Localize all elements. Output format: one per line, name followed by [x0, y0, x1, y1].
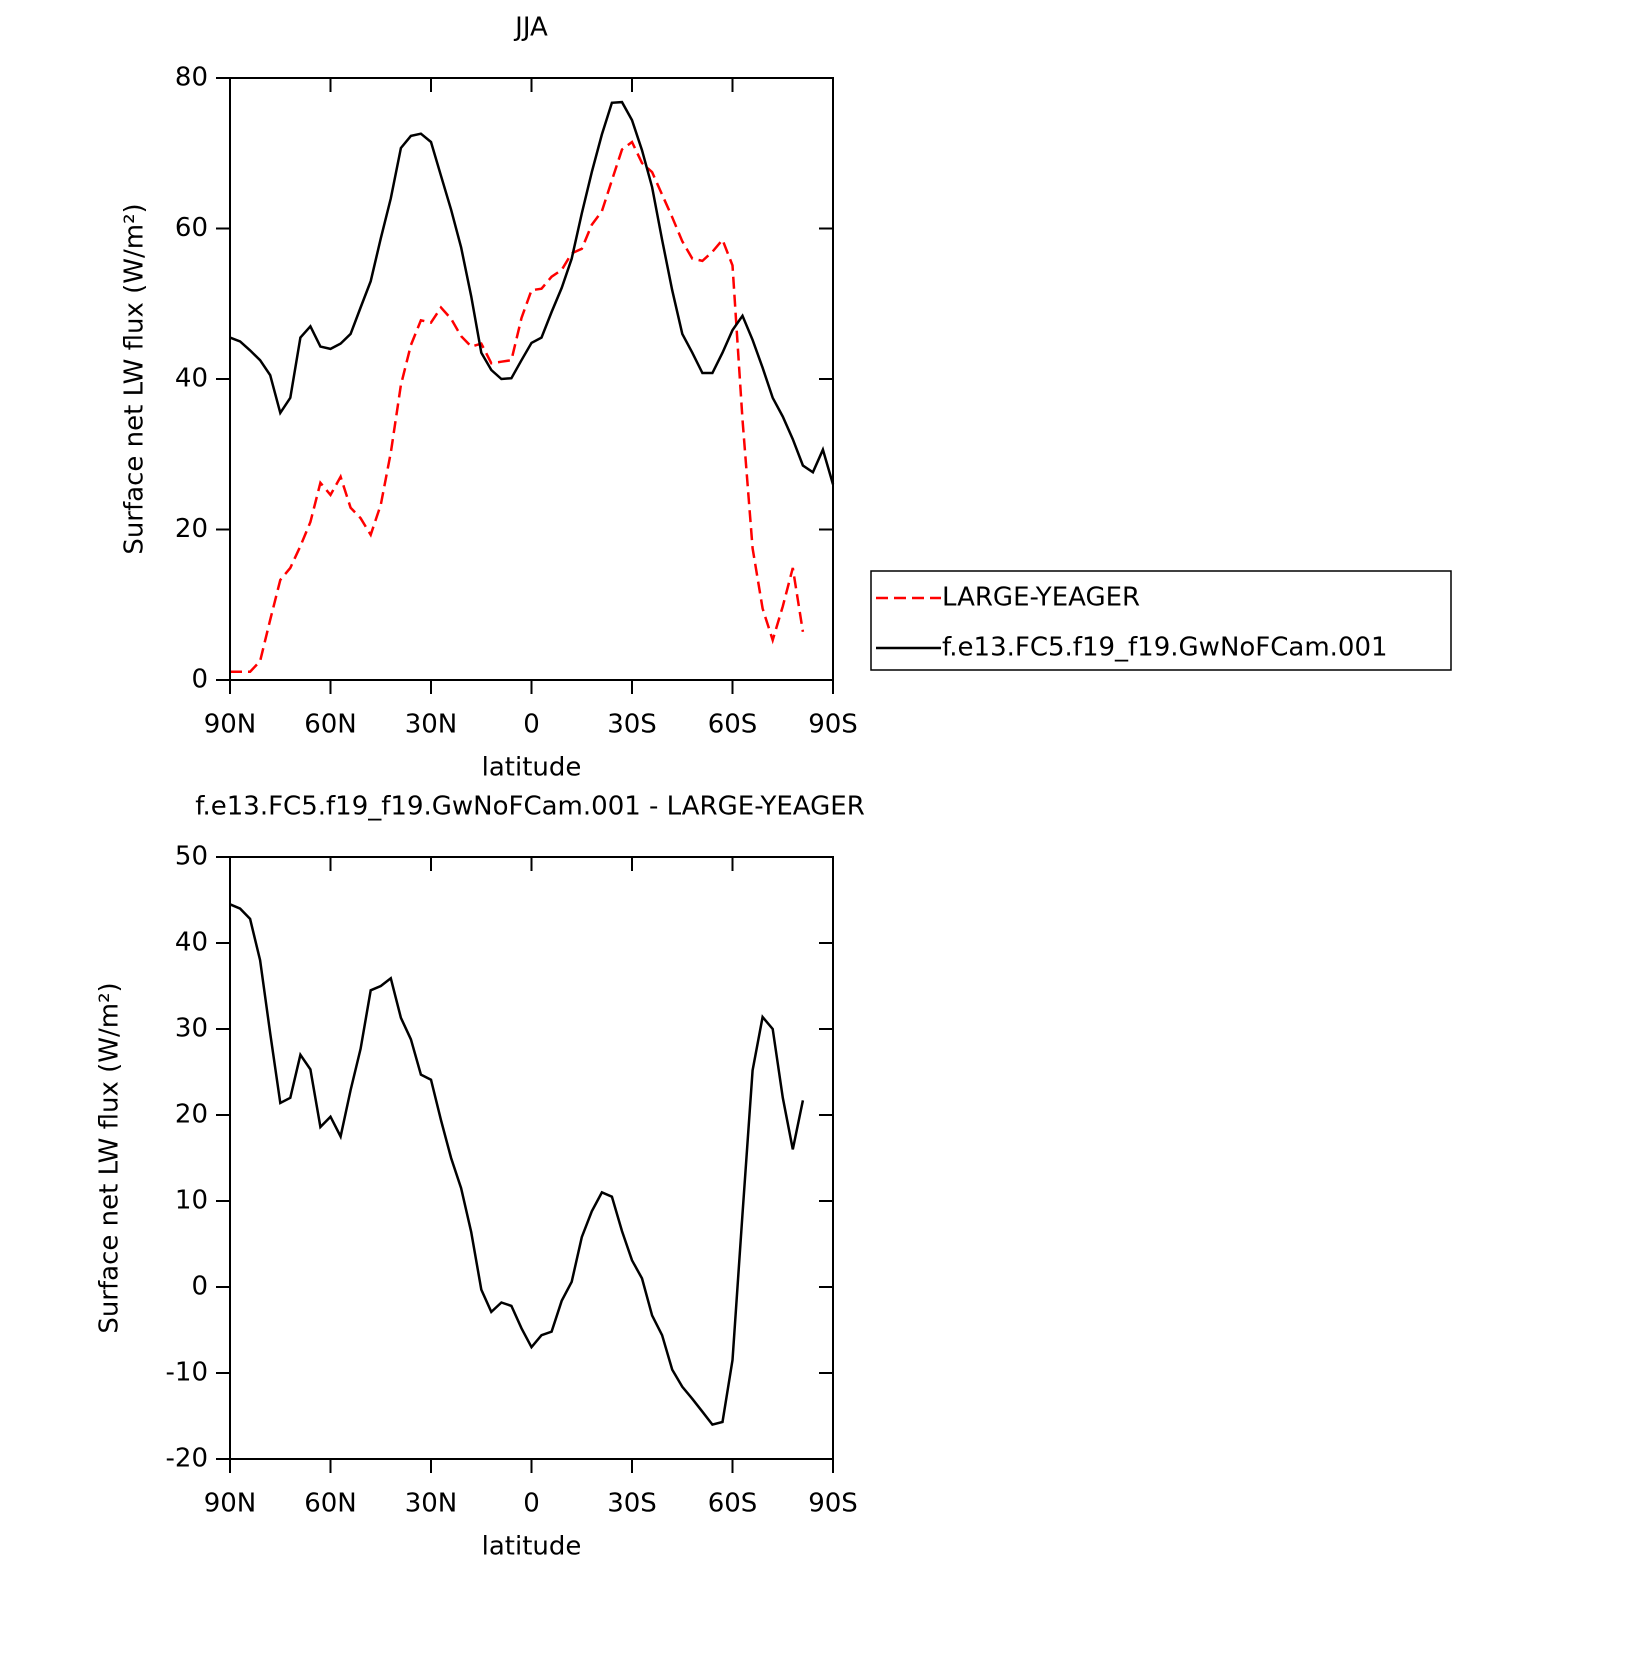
y-tick-label: -10 [166, 1358, 208, 1388]
y-tick-label: 20 [175, 514, 208, 544]
y-axis-label: Surface net LW flux (W/m²) [95, 982, 125, 1333]
y-tick-label: 20 [175, 1100, 208, 1130]
y-tick-label: 60 [175, 213, 208, 243]
y-tick-label: -20 [166, 1444, 208, 1474]
x-tick-label: 30S [607, 1489, 657, 1519]
plot-frame [229, 856, 834, 1460]
x-tick-label: 30S [607, 710, 657, 740]
x-tick-label: 90N [204, 710, 257, 740]
legend-box [870, 570, 1452, 671]
x-tick-label: 60N [304, 1489, 357, 1519]
plot-frame [229, 77, 834, 681]
x-tick-label: 90S [808, 710, 858, 740]
y-tick-label: 80 [175, 63, 208, 93]
y-axis-label: Surface net LW flux (W/m²) [120, 203, 150, 554]
x-tick-label: 90S [808, 1489, 858, 1519]
x-tick-label: 60N [304, 710, 357, 740]
chart-title: f.e13.FC5.f19_f19.GwNoFCam.001 - LARGE-Y… [195, 792, 865, 822]
y-tick-label: 50 [175, 842, 208, 872]
series-line [229, 100, 835, 485]
y-tick-label: 0 [191, 665, 208, 695]
y-tick-label: 40 [175, 364, 208, 394]
x-tick-label: 0 [523, 710, 540, 740]
legend-label: f.e13.FC5.f19_f19.GwNoFCam.001 [942, 633, 1388, 663]
series-line [229, 903, 805, 1427]
legend-label: LARGE-YEAGER [942, 583, 1140, 613]
x-axis-label: latitude [482, 753, 582, 783]
y-tick-label: 30 [175, 1014, 208, 1044]
x-tick-label: 90N [204, 1489, 257, 1519]
y-tick-label: 10 [175, 1186, 208, 1216]
y-tick-label: 40 [175, 928, 208, 958]
x-tick-label: 30N [405, 710, 458, 740]
chart-title: JJA [513, 13, 548, 43]
x-tick-label: 60S [708, 1489, 758, 1519]
x-tick-label: 60S [708, 710, 758, 740]
x-tick-label: 0 [523, 1489, 540, 1519]
x-tick-label: 30N [405, 1489, 458, 1519]
series-line [230, 140, 805, 673]
y-tick-label: 0 [191, 1272, 208, 1302]
x-axis-label: latitude [482, 1532, 582, 1562]
